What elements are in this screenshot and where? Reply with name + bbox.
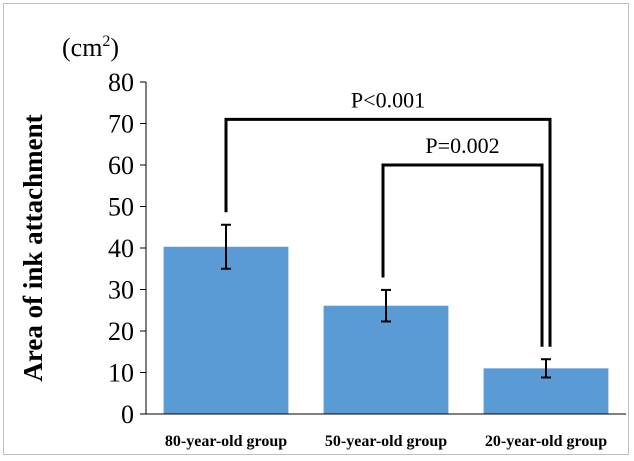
chart-frame: Area of ink attachment (cm2) 0 10 20 30 40 50…: [3, 3, 629, 455]
y-tick-label: 80: [108, 68, 134, 97]
y-tick-label: 0: [121, 400, 134, 429]
x-tick-label: 20-year-old group: [485, 433, 607, 450]
y-tick-label: 50: [108, 193, 134, 222]
y-tick-label: 10: [108, 359, 134, 388]
y-tick-label: 60: [108, 151, 134, 180]
bar: [323, 305, 449, 414]
error-bars-group: [221, 223, 551, 379]
unit-label: (cm2): [62, 33, 119, 62]
x-tick-label: 50-year-old group: [325, 433, 447, 450]
y-tick-label: 20: [108, 317, 134, 346]
y-tick-label: 40: [108, 234, 134, 263]
unit-label-open: (cm: [62, 33, 102, 62]
unit-label-close: ): [110, 33, 119, 62]
p-value-label: P<0.001: [351, 87, 425, 112]
y-tick-label: 70: [108, 110, 134, 139]
unit-superscript: 2: [102, 33, 110, 50]
significance-bracket: [381, 163, 544, 347]
significance-bracket: [224, 117, 552, 347]
y-tick-label: 30: [108, 276, 134, 305]
bars-group: [163, 246, 609, 414]
y-axis-ticks: 0 10 20 30 40 50 60 70 80: [108, 68, 146, 429]
y-axis-label: Area of ink attachment: [18, 114, 48, 381]
x-tick-label: 80-year-old group: [165, 433, 287, 450]
bar: [163, 246, 289, 414]
p-value-label: P=0.002: [425, 133, 499, 158]
bar-chart: Area of ink attachment (cm2) 0 10 20 30 40 50…: [18, 33, 626, 450]
x-axis-tick-labels: 80-year-old group 50-year-old group 20-yea…: [165, 433, 607, 450]
